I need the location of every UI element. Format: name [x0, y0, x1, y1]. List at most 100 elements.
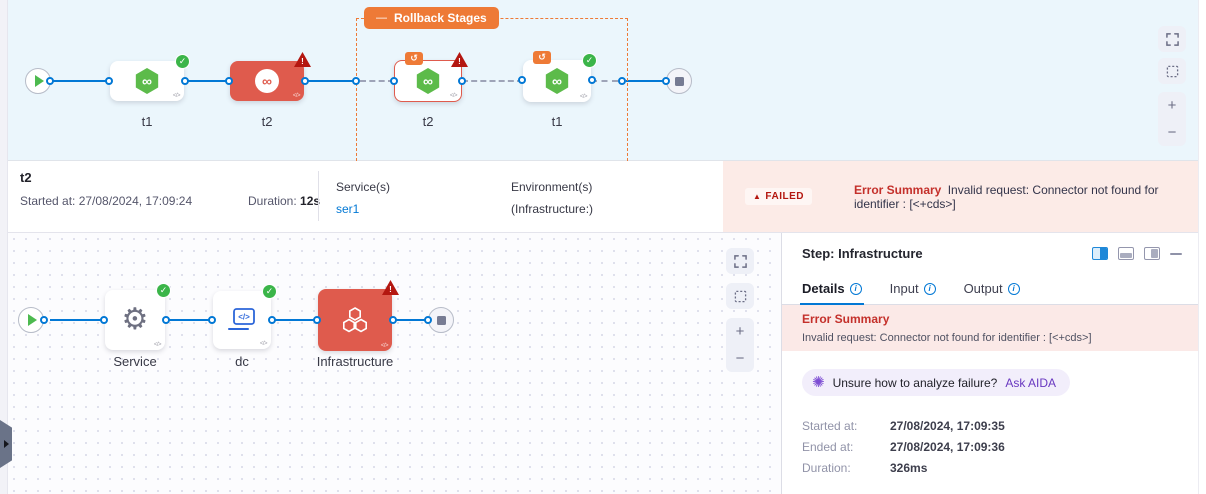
fit-selection-icon [734, 290, 746, 302]
stop-icon [436, 315, 446, 325]
success-icon: ✓ [175, 54, 190, 69]
play-icon [35, 75, 44, 87]
edge-rollback [462, 80, 523, 82]
code-icon: </> [449, 93, 458, 99]
fit-to-screen-button[interactable] [726, 283, 754, 309]
edge [273, 319, 320, 321]
stage-graph-canvas[interactable]: — Rollback Stages ✓ ∞ </> t1 ! [8, 0, 1198, 161]
infrastructure-icon [343, 307, 367, 333]
step-node-dc[interactable]: ✓ </> </> [208, 284, 277, 349]
minimize-panel-icon[interactable] [1170, 252, 1182, 255]
dock-bottom-icon[interactable] [1118, 247, 1134, 260]
edge [167, 319, 215, 321]
port [518, 76, 526, 84]
scrollbar-track[interactable] [1198, 0, 1206, 494]
edge [394, 319, 430, 321]
tab-details[interactable]: Details i [800, 273, 864, 305]
pipeline-start-node[interactable] [25, 68, 51, 94]
aida-suggestion-pill[interactable]: ✺ Unsure how to analyze failure? Ask AID… [802, 369, 1071, 396]
tab-input[interactable]: Input i [890, 273, 936, 304]
rollback-icon: ↺ [533, 51, 551, 64]
pipeline-end-node[interactable] [662, 68, 692, 94]
fullscreen-button[interactable] [1158, 26, 1186, 52]
step-timing-rows: Started at: 27/08/2024, 17:09:35 Ended a… [802, 419, 1005, 482]
error-summary-message: Invalid request: Connector not found for… [853, 182, 1159, 211]
stage-node-t1[interactable]: ✓ ∞ </> [105, 54, 190, 101]
duration-value: 12s [300, 194, 321, 208]
edge-rollback [360, 80, 394, 82]
tab-output[interactable]: Output i [964, 273, 1020, 304]
aida-question-text: Unsure how to analyze failure? [832, 375, 998, 390]
zoom-in-button[interactable]: + [1158, 92, 1186, 119]
port [389, 316, 397, 324]
row-label: Duration: [802, 461, 851, 475]
info-icon: i [849, 282, 862, 295]
info-icon: i [1007, 282, 1020, 295]
fullscreen-button[interactable] [726, 248, 754, 274]
collapse-minus-icon: — [376, 12, 387, 24]
fit-to-screen-button[interactable] [1158, 58, 1186, 84]
error-summary-label: Error Summary [802, 312, 890, 326]
stop-icon [674, 76, 684, 86]
zoom-in-button[interactable]: + [726, 318, 754, 345]
edge-rollback [591, 80, 618, 82]
execution-end-node[interactable] [424, 307, 454, 333]
warning-icon: ▲ [753, 192, 762, 201]
execution-start-node[interactable] [18, 307, 48, 333]
zoom-controls: + − [726, 318, 754, 372]
rollback-stage-node-t2[interactable]: ↺ ! ∞ </> [390, 52, 468, 102]
row-ended-at: Ended at: 27/08/2024, 17:09:36 [802, 440, 1005, 454]
service-link[interactable]: ser1 [336, 202, 360, 216]
zoom-controls: + − [1158, 92, 1186, 146]
tab-label: Details [802, 281, 845, 296]
failed-icon: ! [294, 52, 311, 67]
failed-icon: ! [382, 280, 399, 295]
step-panel-tabs: Details i Input i Output i [782, 273, 1198, 305]
edge [48, 80, 112, 82]
console-drawer-toggle[interactable] [0, 420, 12, 468]
duration-label: Duration: [248, 194, 297, 208]
dock-right-icon[interactable] [1144, 247, 1160, 260]
error-summary-label: Error Summary [853, 182, 942, 197]
edge [50, 319, 107, 321]
service-gear-icon: ⚙ [121, 303, 149, 336]
step-graph-canvas[interactable]: ✓ ⚙ </> Service ✓ </> </> dc ! [8, 233, 781, 494]
code-icon: </> [172, 93, 181, 99]
zoom-out-button[interactable]: − [726, 345, 754, 372]
stage-failed-zone: ▲ FAILED Error Summary Invalid request: … [723, 161, 1206, 232]
ask-aida-link[interactable]: Ask AIDA [1005, 375, 1057, 390]
environments-label: Environment(s) [511, 180, 593, 194]
code-icon: </> [579, 94, 588, 100]
fullscreen-icon [733, 254, 747, 268]
step-node-service[interactable]: ✓ ⚙ </> [100, 283, 171, 350]
row-duration: Duration: 326ms [802, 461, 1005, 475]
port [105, 77, 113, 85]
port [46, 77, 54, 85]
rollback-stages-collapse[interactable]: — Rollback Stages [364, 7, 499, 29]
code-icon: </> [380, 343, 389, 349]
success-icon: ✓ [156, 283, 171, 298]
chevron-right-icon [3, 440, 9, 448]
dock-right-split-icon[interactable] [1092, 247, 1108, 260]
stage-label: t2 [261, 114, 273, 129]
zoom-out-button[interactable]: − [1158, 119, 1186, 146]
port [40, 316, 48, 324]
code-icon: </> [292, 93, 301, 99]
row-value: 27/08/2024, 17:09:35 [890, 419, 1005, 433]
success-icon: ✓ [582, 53, 597, 68]
port [390, 77, 398, 85]
step-node-infrastructure[interactable]: ! </> [313, 280, 399, 351]
port [662, 77, 670, 85]
port [301, 77, 309, 85]
step-details-panel: Step: Infrastructure Details i Input i O… [781, 233, 1198, 494]
rollback-stage-node-t1[interactable]: ↺ ✓ ∞ </> [518, 51, 597, 102]
port [588, 76, 596, 84]
port [181, 77, 189, 85]
info-icon: i [923, 282, 936, 295]
fit-selection-icon [1166, 65, 1178, 77]
stage-label: t1 [141, 114, 153, 129]
row-started-at: Started at: 27/08/2024, 17:09:35 [802, 419, 1005, 433]
code-icon: </> [153, 342, 162, 348]
stage-node-t2-failed[interactable]: ! ∞ </> [225, 52, 311, 101]
step-panel-title: Step: Infrastructure [802, 246, 923, 261]
